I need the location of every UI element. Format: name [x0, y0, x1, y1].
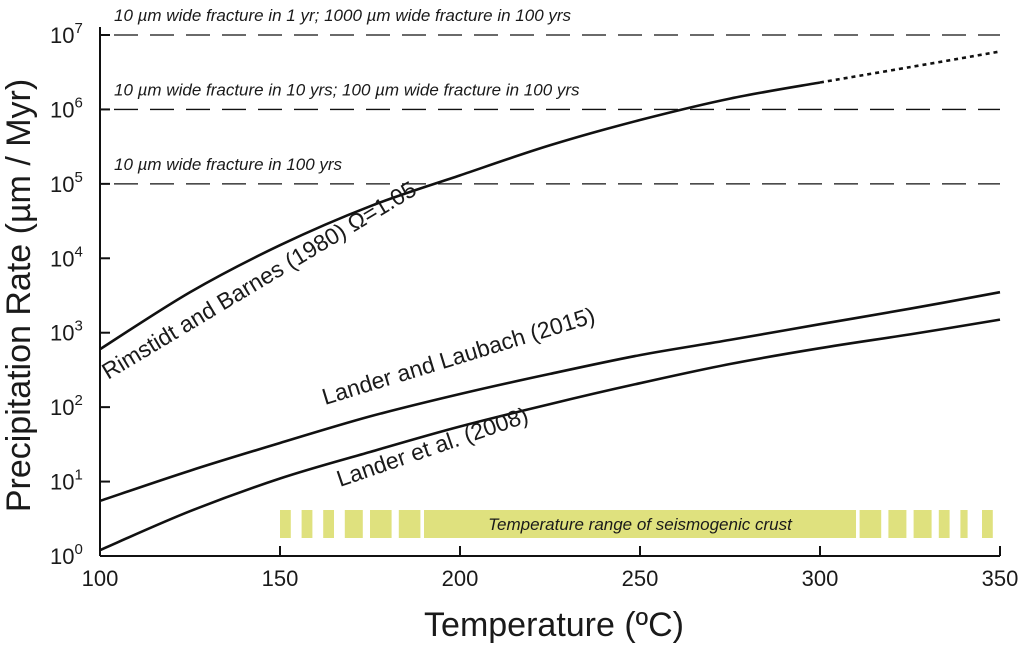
reference-line-label: 10 µm wide fracture in 1 yr; 1000 µm wid…: [114, 6, 572, 25]
x-tick-label: 250: [622, 566, 659, 591]
seismogenic-band: Temperature range of seismogenic crust: [280, 510, 993, 538]
x-tick-label: 350: [982, 566, 1019, 591]
series-line-solid: [99, 81, 821, 351]
band-segment: [424, 510, 856, 538]
x-tick-label: 200: [442, 566, 479, 591]
series-line: [99, 318, 1001, 552]
x-axis-title: Temperature (ºC): [424, 606, 684, 644]
band-segment: [301, 510, 313, 538]
band-segment: [323, 510, 334, 538]
band-segment: [280, 510, 291, 538]
series-line-dotted: [819, 50, 1001, 84]
series-label: Lander et al. (2008): [333, 402, 531, 492]
y-tick-label: 100: [50, 541, 83, 569]
axes: 100 150 200 250 300 350 100 101 102 103 104 105 106 1…: [0, 20, 1018, 644]
chart-labels: Rimstidt and Barnes (1980) Ω=1.05 Lander …: [97, 176, 598, 492]
band-segment: [859, 510, 882, 538]
band-label: Temperature range of seismogenic crust: [488, 515, 793, 534]
y-tick-label: 102: [50, 392, 83, 420]
band-segment: [398, 510, 421, 538]
series-line: [99, 290, 1001, 503]
y-tick-label: 107: [50, 20, 83, 48]
band-segment: [913, 510, 932, 538]
band-segment: [888, 510, 907, 538]
reference-line-label: 10 µm wide fracture in 10 yrs; 100 µm wi…: [114, 80, 580, 99]
series-label: Rimstidt and Barnes (1980) Ω=1.05: [97, 176, 420, 385]
band-segment: [960, 510, 968, 538]
x-tick-label: 300: [802, 566, 839, 591]
y-tick-label: 104: [50, 243, 83, 271]
band-segment: [370, 510, 392, 538]
x-tick-label: 100: [82, 566, 119, 591]
y-tick-label: 106: [50, 94, 83, 122]
reference-line-label: 10 µm wide fracture in 100 yrs: [114, 155, 343, 174]
y-tick-label: 101: [50, 467, 83, 495]
y-tick-label: 105: [50, 169, 83, 197]
band-segment: [938, 510, 950, 538]
band-segment: [344, 510, 363, 538]
y-tick-label: 103: [50, 318, 83, 346]
reference-lines: 10 µm wide fracture in 1 yr; 1000 µm wid…: [114, 6, 1000, 185]
rate-curves: [99, 50, 1001, 552]
y-axis-title: Precipitation Rate (µm / Myr): [0, 79, 38, 512]
x-tick-label: 150: [262, 566, 299, 591]
band-segment: [982, 510, 993, 538]
